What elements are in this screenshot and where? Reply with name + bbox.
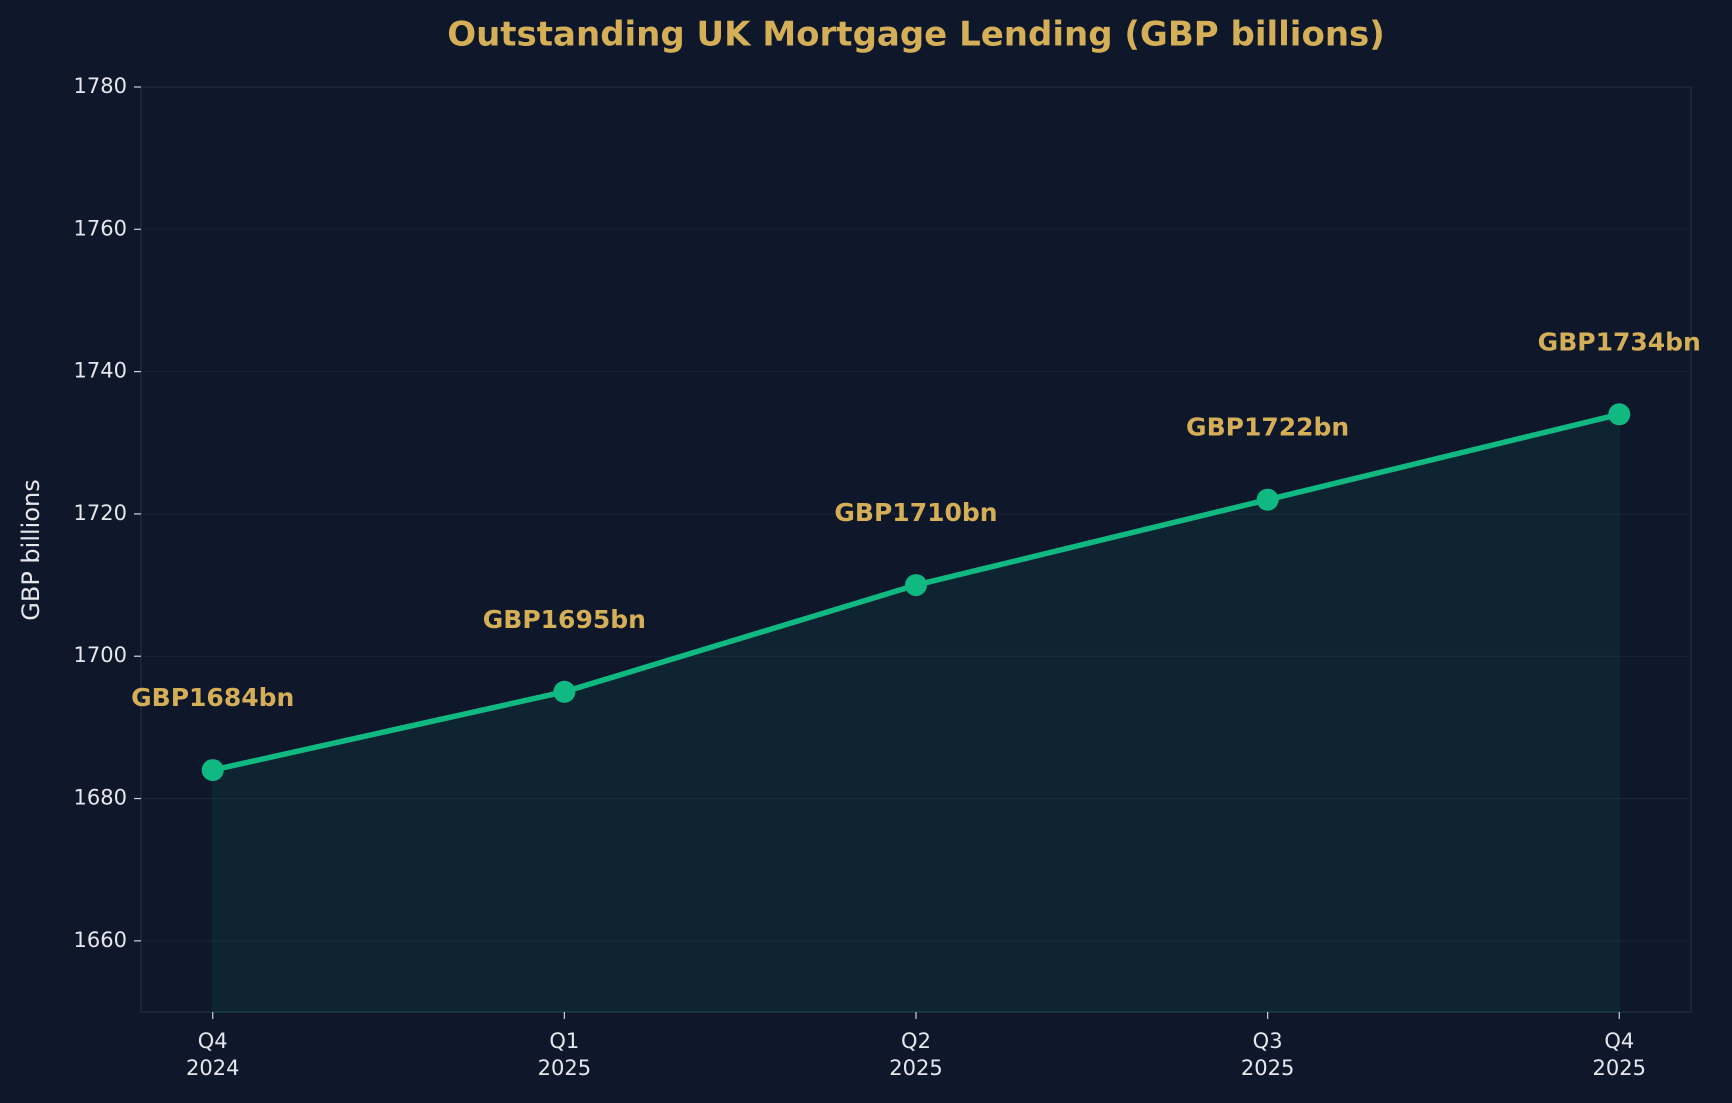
y-tick-label: 1780: [74, 74, 127, 98]
y-tick-label: 1760: [74, 216, 127, 240]
point: [1608, 403, 1631, 426]
value-label: GBP1722bn: [1186, 413, 1349, 442]
chart-title: Outstanding UK Mortgage Lending (GBP bil…: [447, 15, 1385, 55]
y-tick-label: 1660: [74, 928, 127, 952]
point: [553, 680, 576, 703]
point: [201, 759, 224, 782]
x-tick-label: Q3 2025: [1240, 1029, 1295, 1080]
value-label: GBP1710bn: [834, 498, 997, 527]
x-tick-label: Q4 2025: [1592, 1029, 1646, 1080]
plot-area: [140, 86, 1692, 1013]
y-tick-label: 1740: [74, 359, 127, 383]
point: [1256, 488, 1279, 511]
point: [905, 574, 927, 597]
y-tick-label: 1720: [74, 501, 127, 525]
y-tick-label: 1680: [74, 786, 127, 810]
x-tick-label: Q1 2025: [537, 1029, 592, 1080]
value-label: GBP1734bn: [1538, 327, 1701, 356]
value-label: GBP1695bn: [483, 605, 646, 634]
x-tick-label: Q2 2025: [889, 1029, 943, 1080]
y-tick-label: 1700: [74, 643, 127, 667]
value-label: GBP1684bn: [131, 683, 294, 712]
x-tick-label: Q4 2024: [185, 1029, 240, 1080]
y-axis-label: GBP billions: [17, 479, 45, 620]
